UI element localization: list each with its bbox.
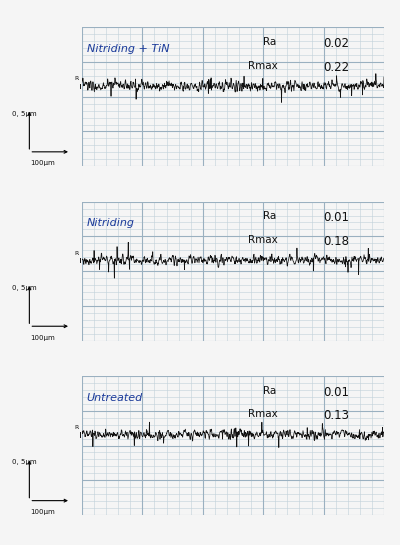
Text: 0, 5μm: 0, 5μm bbox=[12, 459, 37, 465]
Text: R: R bbox=[74, 425, 78, 430]
Text: 0.01: 0.01 bbox=[324, 386, 350, 399]
Text: Ra: Ra bbox=[263, 386, 276, 396]
Text: R: R bbox=[74, 251, 78, 256]
Text: Ra: Ra bbox=[263, 37, 276, 47]
Text: Nitriding: Nitriding bbox=[86, 219, 134, 228]
Text: 100μm: 100μm bbox=[30, 160, 55, 166]
Text: 0, 5μm: 0, 5μm bbox=[12, 111, 37, 117]
Text: 100μm: 100μm bbox=[30, 509, 55, 515]
Text: Rmax: Rmax bbox=[248, 235, 278, 245]
Text: Rmax: Rmax bbox=[248, 60, 278, 71]
Text: 0.13: 0.13 bbox=[324, 409, 350, 422]
Text: Ra: Ra bbox=[263, 211, 276, 221]
Text: 0, 5μm: 0, 5μm bbox=[12, 285, 37, 291]
Text: R: R bbox=[74, 76, 78, 81]
Text: Untreated: Untreated bbox=[86, 393, 143, 403]
Text: 0.18: 0.18 bbox=[324, 235, 350, 248]
Text: 0.22: 0.22 bbox=[324, 60, 350, 74]
Text: 0.01: 0.01 bbox=[324, 211, 350, 225]
Text: Nitriding + TiN: Nitriding + TiN bbox=[86, 44, 169, 54]
Text: 0.02: 0.02 bbox=[324, 37, 350, 50]
Text: Rmax: Rmax bbox=[248, 409, 278, 420]
Text: 100μm: 100μm bbox=[30, 335, 55, 341]
